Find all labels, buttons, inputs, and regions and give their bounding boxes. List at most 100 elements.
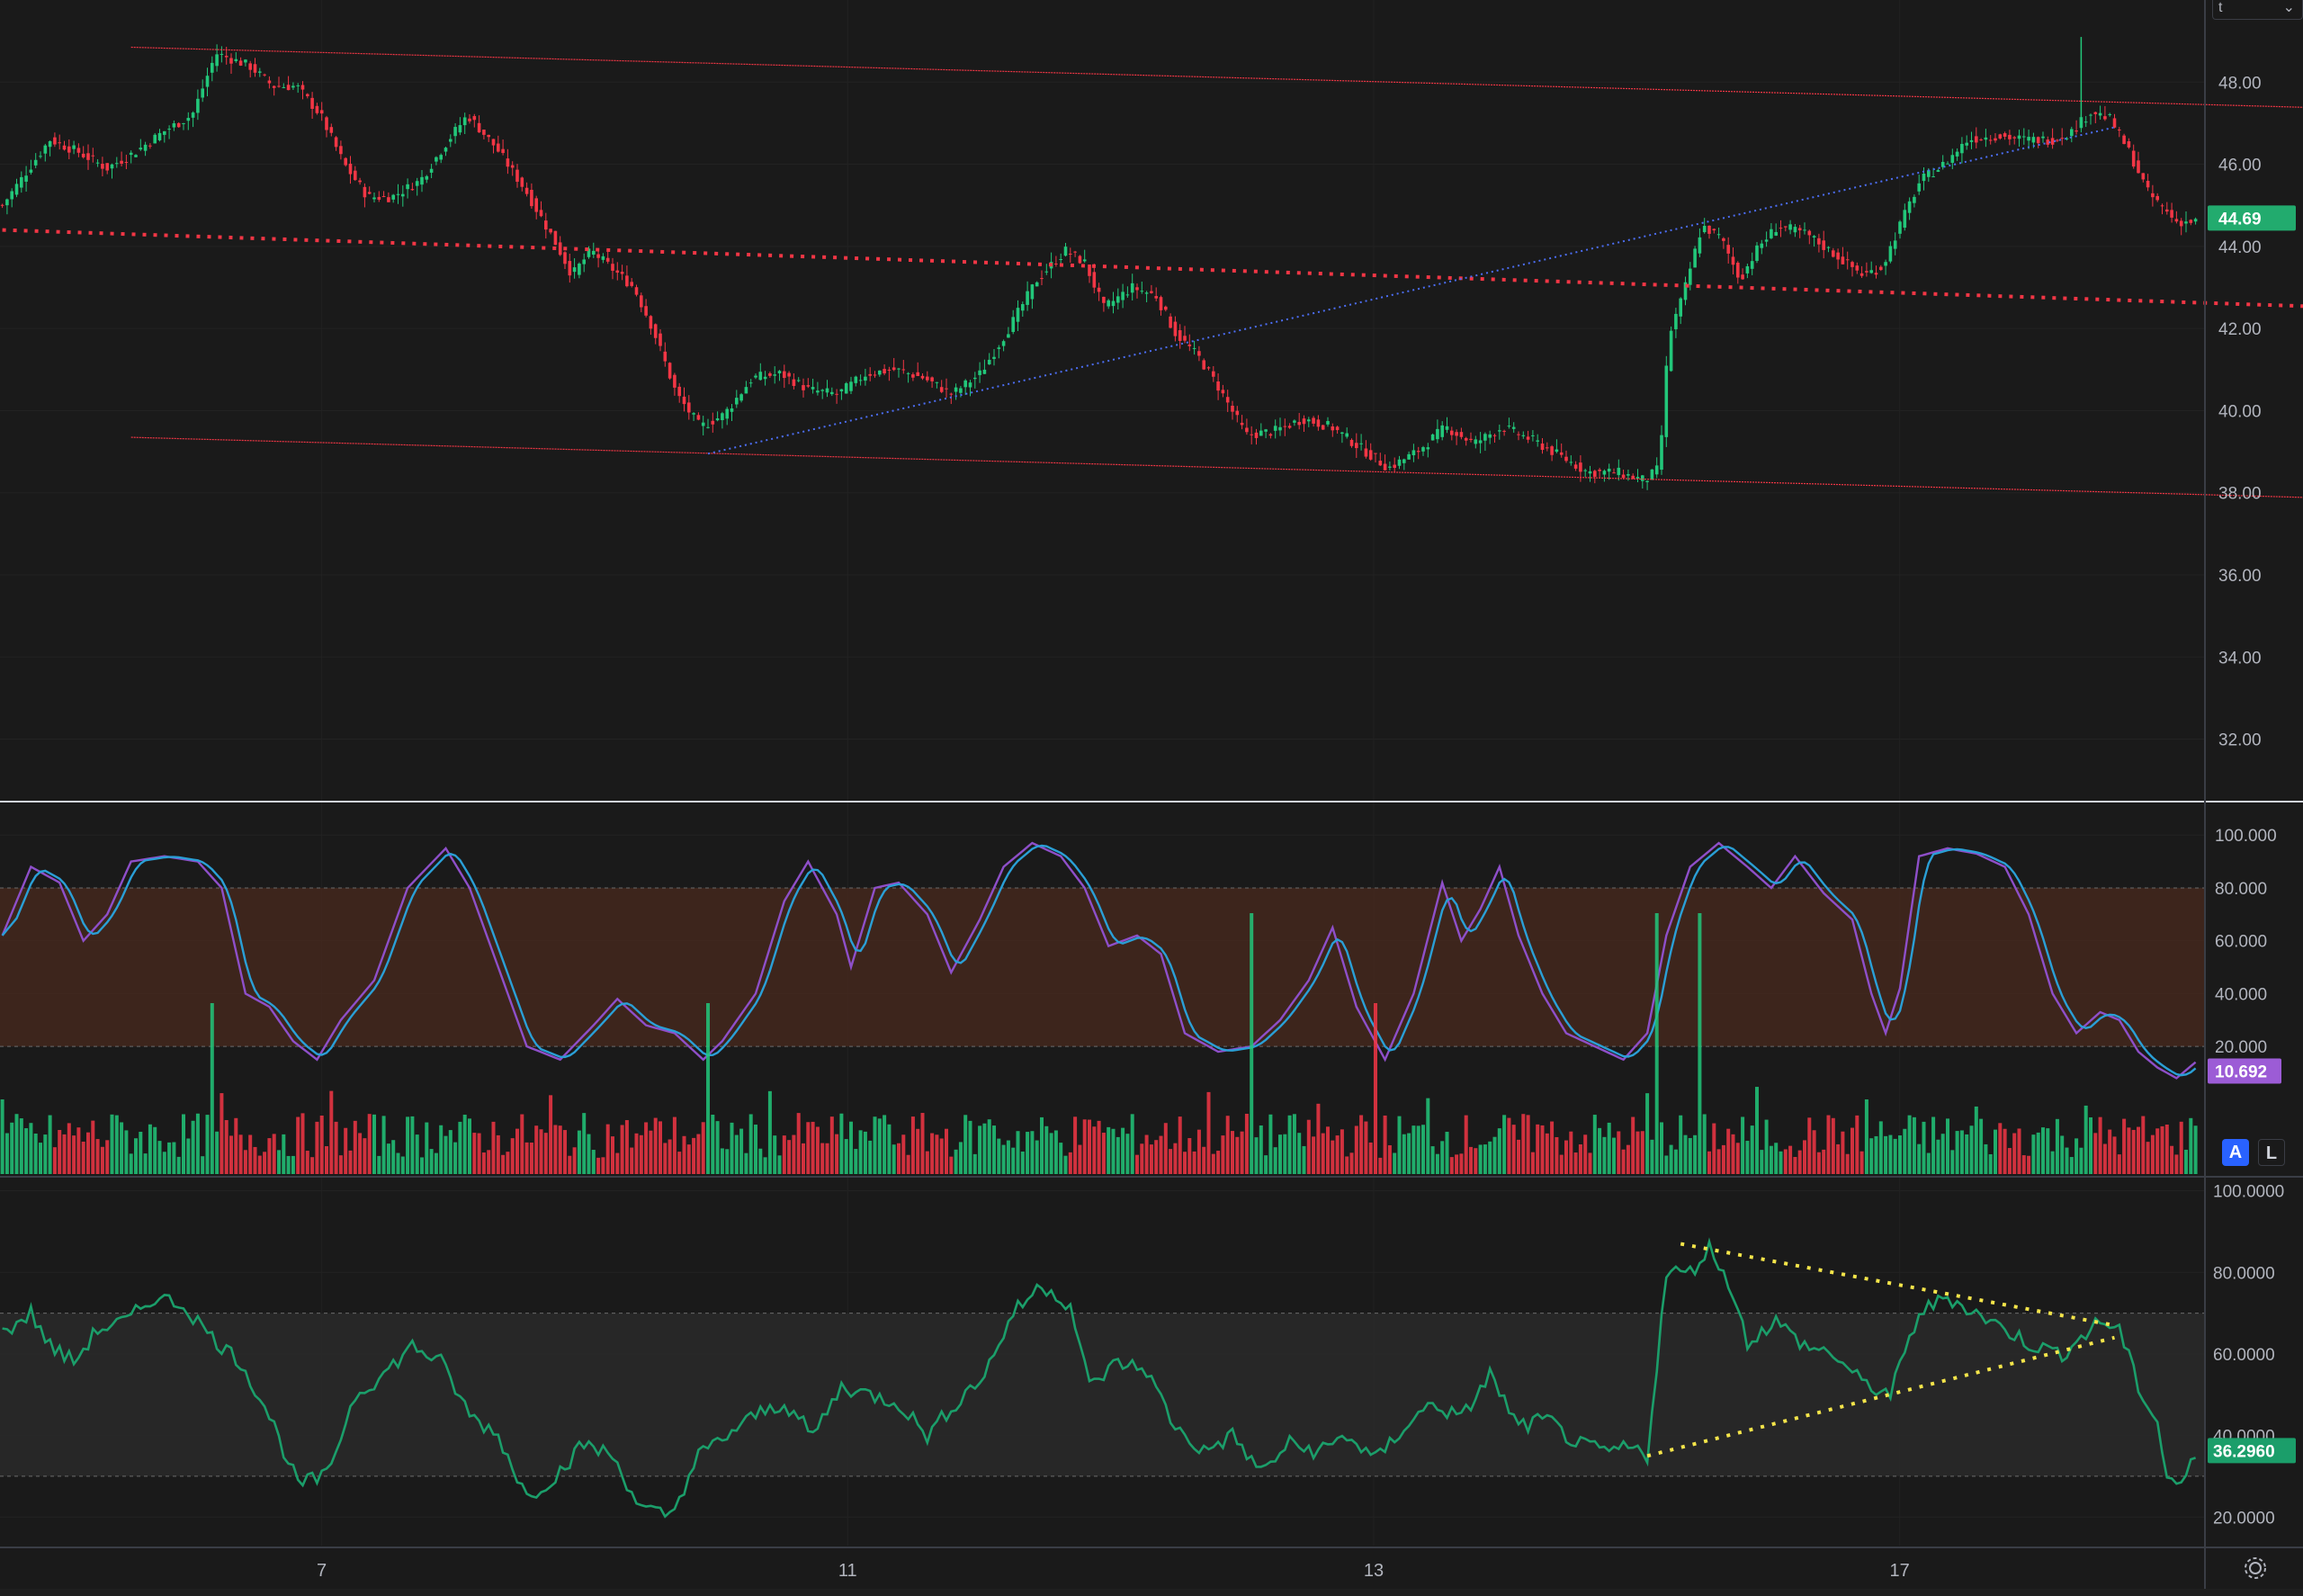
auto-scale-button[interactable]: A bbox=[2222, 1139, 2249, 1166]
candle bbox=[282, 83, 286, 89]
gear-icon[interactable] bbox=[2240, 1553, 2271, 1583]
candle-body bbox=[2108, 113, 2111, 115]
rsi-panel[interactable] bbox=[0, 1237, 2204, 1519]
candle bbox=[1116, 288, 1120, 310]
candle bbox=[1335, 426, 1340, 435]
candle-body bbox=[2122, 135, 2126, 145]
candle-body bbox=[1035, 282, 1039, 287]
candle-body bbox=[611, 264, 614, 271]
price-panel[interactable] bbox=[0, 37, 2303, 498]
candle bbox=[515, 164, 519, 188]
volume-bar bbox=[1163, 1123, 1168, 1174]
candle-body bbox=[1913, 196, 1916, 203]
candle bbox=[1698, 228, 1702, 257]
volume-bar bbox=[1202, 1146, 1206, 1174]
volume-bar bbox=[2007, 1148, 2012, 1174]
candle-body bbox=[1383, 463, 1387, 471]
candle-body bbox=[310, 97, 314, 109]
volume-bar bbox=[1564, 1140, 1568, 1174]
candle-body bbox=[524, 187, 529, 194]
candle bbox=[663, 342, 668, 367]
volume-bar bbox=[1884, 1135, 1888, 1174]
candle bbox=[1278, 417, 1282, 436]
candle bbox=[2174, 211, 2179, 224]
volume-bar bbox=[1664, 1155, 1669, 1174]
volume-bar bbox=[129, 1153, 133, 1174]
candle bbox=[1702, 218, 1707, 234]
volume-bar bbox=[958, 1142, 963, 1174]
candle bbox=[344, 157, 347, 167]
candle-body bbox=[1822, 240, 1825, 250]
candle bbox=[1884, 259, 1887, 275]
volume-bar bbox=[2127, 1127, 2131, 1174]
candle-body bbox=[1278, 426, 1282, 431]
volume-bar bbox=[257, 1155, 262, 1174]
candle bbox=[864, 368, 867, 386]
candle-body bbox=[134, 155, 138, 157]
volume-bar bbox=[1216, 1151, 1221, 1174]
candle-body bbox=[277, 85, 281, 87]
candle-body bbox=[1650, 469, 1654, 480]
candle-body bbox=[582, 259, 586, 265]
bottom-scrollbar[interactable] bbox=[0, 1589, 2303, 1596]
candle bbox=[1617, 459, 1621, 481]
candle bbox=[897, 367, 901, 378]
candle-body bbox=[1044, 271, 1049, 273]
candle-body bbox=[1850, 262, 1854, 267]
candle bbox=[277, 76, 281, 88]
candle-body bbox=[1907, 201, 1912, 213]
volume-bar bbox=[1679, 1115, 1683, 1174]
candle bbox=[2165, 202, 2169, 215]
candle-body bbox=[997, 347, 1001, 349]
interval-selector[interactable]: t ⌄ bbox=[2212, 0, 2303, 20]
volume-bar bbox=[701, 1122, 705, 1174]
candle bbox=[1669, 326, 1673, 372]
candle bbox=[659, 329, 662, 352]
volume-bar bbox=[868, 1140, 873, 1174]
candle-body bbox=[1469, 438, 1473, 441]
candle bbox=[157, 129, 162, 142]
volume-bar bbox=[348, 1150, 353, 1174]
volume-bar bbox=[1297, 1133, 1302, 1174]
candle-body bbox=[1450, 430, 1454, 435]
candle bbox=[62, 140, 67, 151]
time-axis[interactable]: 711131719212527Mar5101317192126 bbox=[317, 1561, 2303, 1581]
candle-body bbox=[1326, 420, 1330, 425]
volume-bars bbox=[0, 913, 2198, 1174]
stochastic-panel[interactable] bbox=[0, 841, 2204, 1080]
candle-body bbox=[1302, 418, 1306, 425]
candle-body bbox=[339, 146, 343, 155]
candle bbox=[706, 418, 710, 429]
candle-body bbox=[897, 368, 901, 370]
volume-bar bbox=[758, 1148, 763, 1174]
volume-bar bbox=[2065, 1147, 2069, 1174]
price-axis[interactable]: 48.00 46.00 44.00 42.00 40.00 38.00 36.00 34.00… bbox=[2208, 74, 2296, 1528]
volume-bar bbox=[1435, 1153, 1439, 1174]
candle-body bbox=[1755, 245, 1759, 261]
volume-bar bbox=[338, 1155, 343, 1174]
candle bbox=[91, 148, 95, 163]
volume-bar bbox=[2003, 1128, 2007, 1174]
candle-body bbox=[783, 371, 786, 379]
candle-body bbox=[1082, 259, 1087, 262]
volume-bar bbox=[191, 1120, 195, 1174]
volume-bar bbox=[1959, 1130, 1964, 1174]
candle bbox=[2012, 136, 2016, 145]
volume-bar bbox=[696, 1134, 701, 1174]
candle-body bbox=[1440, 425, 1444, 437]
candle bbox=[286, 76, 291, 91]
volume-bar bbox=[1321, 1133, 1325, 1174]
candle-body bbox=[129, 152, 133, 156]
candle-body bbox=[1364, 448, 1368, 457]
volume-bar bbox=[429, 1149, 434, 1174]
candle bbox=[754, 373, 757, 380]
candle bbox=[2189, 219, 2193, 226]
candle bbox=[2141, 173, 2146, 183]
volume-bar bbox=[773, 1135, 777, 1174]
candle bbox=[58, 134, 61, 150]
candle bbox=[634, 284, 639, 297]
volume-bar bbox=[1502, 1115, 1507, 1174]
log-scale-button[interactable]: L bbox=[2258, 1139, 2285, 1166]
